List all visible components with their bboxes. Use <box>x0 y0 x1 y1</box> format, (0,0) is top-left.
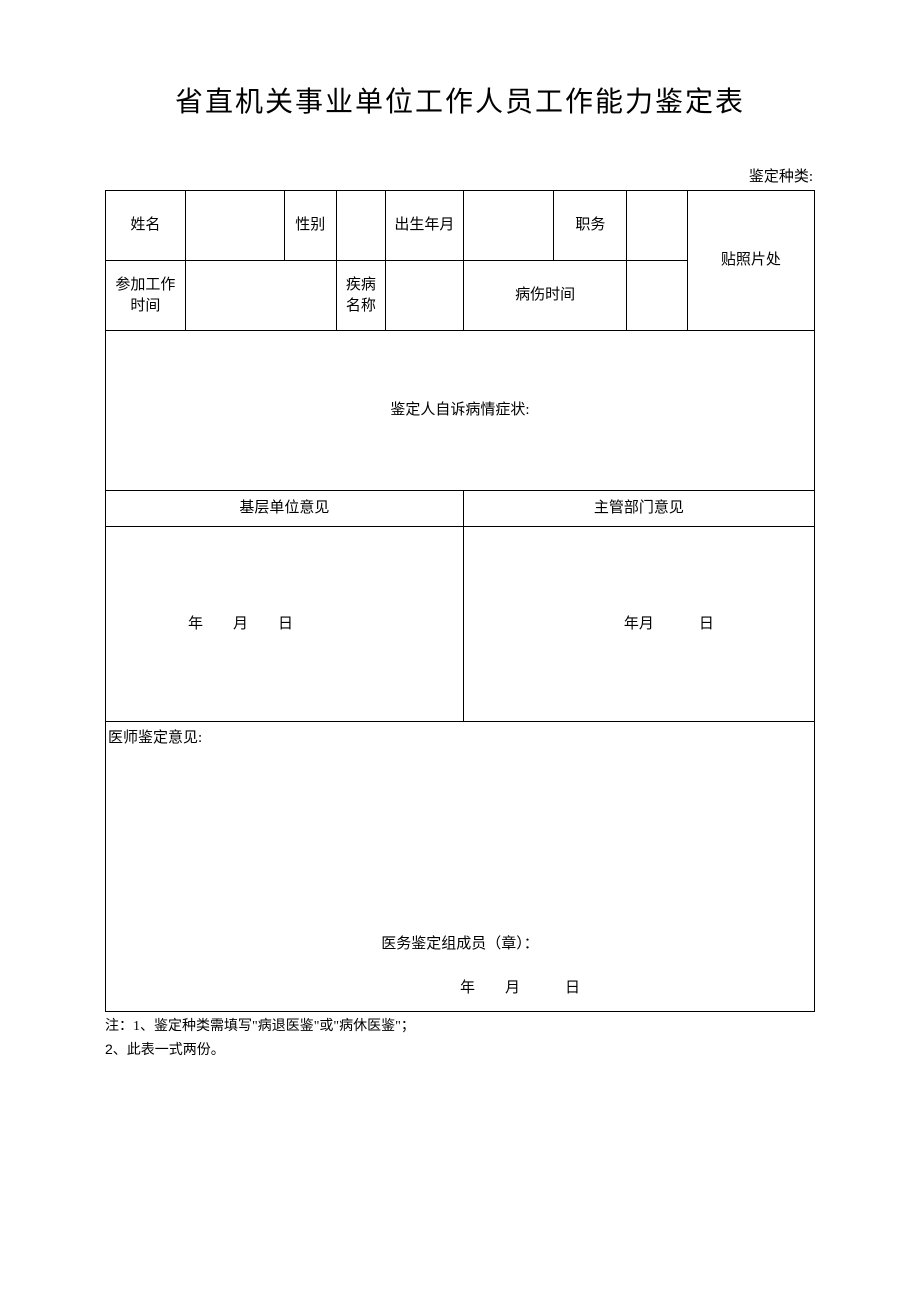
injury-time-label: 病伤时间 <box>463 261 627 331</box>
page-container: 省直机关事业单位工作人员工作能力鉴定表 鉴定种类: 姓名 性别 出生年月 职务 … <box>0 0 920 1061</box>
disease-label: 疾病名称 <box>336 261 386 331</box>
base-opinion-date: 年 月 日 <box>108 614 461 635</box>
dept-opinion-label: 主管部门意见 <box>463 491 814 527</box>
gender-label: 性别 <box>284 191 336 261</box>
form-table: 姓名 性别 出生年月 职务 贴照片处 参加工作时间 疾病名称 病伤时间 鉴定人自… <box>105 190 815 1012</box>
row-opinion-header: 基层单位意见 主管部门意见 <box>106 491 815 527</box>
symptom-cell[interactable]: 鉴定人自诉病情症状: <box>106 331 815 491</box>
row-doctor-opinion: 医师鉴定意见: 医务鉴定组成员（章）： 年 月 日 <box>106 722 815 1012</box>
injury-time-value[interactable] <box>627 261 687 331</box>
work-time-value[interactable] <box>185 261 336 331</box>
doctor-opinion-cell[interactable]: 医师鉴定意见: 医务鉴定组成员（章）： 年 月 日 <box>106 722 815 1012</box>
work-time-label: 参加工作时间 <box>106 261 186 331</box>
doctor-opinion-label: 医师鉴定意见: <box>108 728 202 749</box>
row-symptom: 鉴定人自诉病情症状: <box>106 331 815 491</box>
dept-opinion-cell[interactable]: 年月 日 <box>463 527 814 722</box>
stamp-label: 医务鉴定组成员（章）： <box>108 934 812 955</box>
subtitle-row: 鉴定种类: <box>105 165 815 186</box>
disease-value[interactable] <box>386 261 464 331</box>
base-opinion-cell[interactable]: 年 月 日 <box>106 527 464 722</box>
doctor-date: 年 月 日 <box>460 978 580 999</box>
row-opinion-body: 年 月 日 年月 日 <box>106 527 815 722</box>
birth-value[interactable] <box>463 191 554 261</box>
row-basic-info-1: 姓名 性别 出生年月 职务 贴照片处 <box>106 191 815 261</box>
name-value[interactable] <box>185 191 284 261</box>
base-opinion-label: 基层单位意见 <box>106 491 464 527</box>
notes-section: 注：1、鉴定种类需填写"病退医鉴"或"病休医鉴"； 2、此表一式两份。 <box>105 1016 815 1061</box>
dept-opinion-date: 年月 日 <box>466 614 812 635</box>
name-label: 姓名 <box>106 191 186 261</box>
page-title: 省直机关事业单位工作人员工作能力鉴定表 <box>105 80 815 120</box>
photo-placeholder: 贴照片处 <box>687 191 814 331</box>
note-line-1: 注：1、鉴定种类需填写"病退医鉴"或"病休医鉴"； <box>105 1016 815 1038</box>
position-value[interactable] <box>627 191 687 261</box>
note-line-2: 2、此表一式两份。 <box>105 1038 815 1060</box>
symptom-label: 鉴定人自诉病情症状: <box>390 402 529 418</box>
appraisal-type-label: 鉴定种类: <box>749 169 813 185</box>
position-label: 职务 <box>554 191 627 261</box>
gender-value[interactable] <box>336 191 386 261</box>
birth-label: 出生年月 <box>386 191 464 261</box>
